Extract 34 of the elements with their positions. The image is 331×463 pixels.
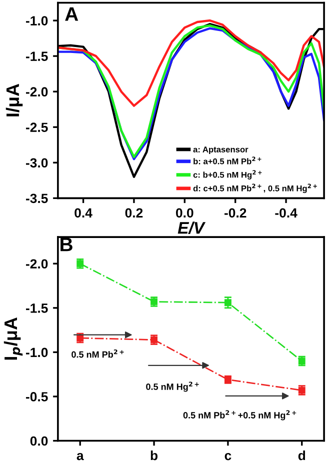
x-tick-label: 0.0: [176, 208, 194, 218]
legend-label: d: c+0.5 nM Pb$^{2+}$, 0.5 nM Hg$^{2+}$: [193, 184, 317, 194]
y-tick-label: -1.5: [26, 52, 48, 61]
y-axis-title: I$_{p}$/μA: [4, 318, 23, 360]
y-tick-label: -2.5: [26, 122, 48, 132]
legend-label: b: a+0.5 nM Pb$^{2+}$: [194, 156, 262, 164]
x-tick-label: b: [150, 450, 158, 460]
legend-label: c: b+0.5 nM Hg$^{2+}$: [193, 170, 262, 180]
annotation: 0.5 nM Pb$^{2+}$+0.5 nM Hg$^{2+}$: [183, 410, 296, 420]
y-tick-label: -1.0: [26, 16, 48, 26]
y-axis-title: I/μA: [6, 84, 23, 116]
x-tick-label: 0.4: [74, 208, 92, 218]
y-tick-label: -1.5: [26, 304, 48, 313]
annotation: 0.5 nM Hg$^{2+}$: [146, 382, 199, 392]
point: [224, 299, 232, 306]
y-tick-label: -2.0: [26, 259, 48, 269]
x-tick-label: -0.2: [224, 208, 246, 218]
x-tick-label: c: [224, 452, 232, 460]
y-tick-label: 0.0: [30, 436, 48, 446]
y-tick-label: -3.0: [26, 158, 48, 168]
annotation: B: [60, 238, 72, 252]
x-tick-label: -0.4: [275, 208, 298, 218]
x-tick-label: d: [298, 450, 306, 460]
annotation: 0.5 nM Pb$^{2+}$: [72, 349, 124, 358]
line-series: [58, 19, 324, 107]
y-tick-label: -1.0: [26, 348, 48, 358]
y-tick-label: -2.0: [26, 87, 48, 96]
y-tick-label: -3.5: [26, 194, 48, 204]
legend-label: a: Aptasensor: [193, 146, 248, 154]
y-tick-label: -0.5: [26, 392, 48, 402]
x-tick-label: a: [76, 452, 84, 460]
x-tick-label: 0.2: [125, 208, 143, 218]
x-axis-title: E/V: [178, 222, 206, 234]
annotation: A: [65, 7, 78, 21]
